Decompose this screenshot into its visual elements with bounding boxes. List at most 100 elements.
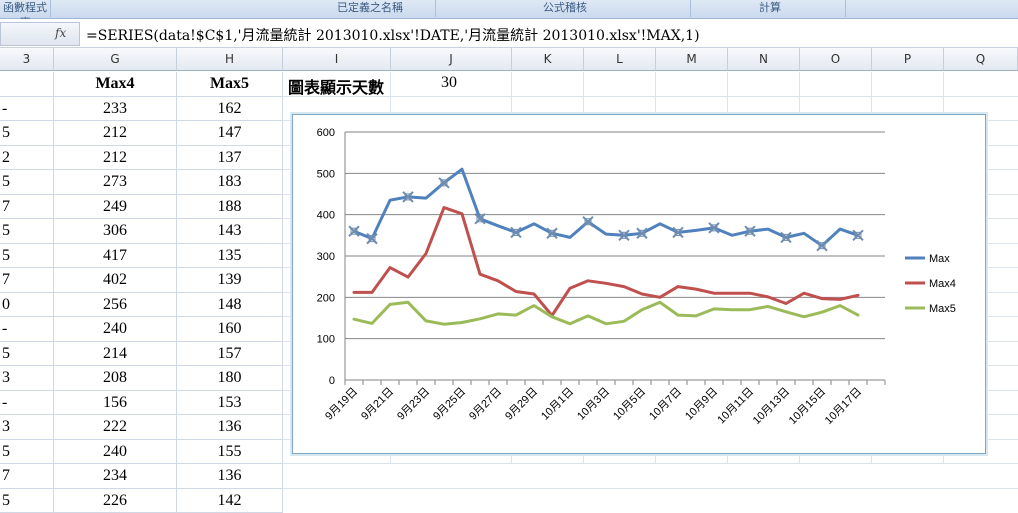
cell-f[interactable]: 7 <box>0 464 54 489</box>
cell-g[interactable]: 212 <box>54 146 177 171</box>
cell-h[interactable]: 183 <box>177 170 283 195</box>
cell-f[interactable]: 3 <box>0 415 54 440</box>
ribbon-group-formula-auditing[interactable]: 公式稽核 <box>440 0 691 17</box>
cell-g[interactable]: 256 <box>54 293 177 318</box>
cell-f[interactable]: 3 <box>0 366 54 391</box>
cell-h[interactable]: 157 <box>177 342 283 367</box>
cell-h[interactable]: 143 <box>177 219 283 244</box>
cell-f-header[interactable] <box>0 72 54 97</box>
cell-f[interactable]: 5 <box>0 440 54 465</box>
cell-h[interactable]: 148 <box>177 293 283 318</box>
cell-g[interactable]: 214 <box>54 342 177 367</box>
cell-f[interactable]: 5 <box>0 170 54 195</box>
cell-g[interactable]: 240 <box>54 317 177 342</box>
grid-row-line <box>283 96 1018 97</box>
x-tick-label: 9月29日 <box>503 386 540 423</box>
column-header-j[interactable]: J <box>391 48 512 71</box>
column-header-l[interactable]: L <box>584 48 656 71</box>
cell-g[interactable]: 156 <box>54 391 177 416</box>
column-header-h[interactable]: H <box>177 48 283 71</box>
formula-input[interactable]: =SERIES(data!$C$1,'月流量統計 2013010.xlsx'!D… <box>86 25 700 45</box>
cell-h[interactable]: 139 <box>177 268 283 293</box>
cell-g[interactable]: 234 <box>54 464 177 489</box>
legend-label-max: Max <box>929 253 950 265</box>
x-tick-label: 10月9日 <box>683 386 720 423</box>
chart-days-label[interactable]: 圖表顯示天數 <box>288 74 384 98</box>
cell-h[interactable]: 153 <box>177 391 283 416</box>
cell-f[interactable]: 5 <box>0 342 54 367</box>
insert-function-box[interactable]: fx <box>0 22 80 46</box>
legend-label-max5: Max5 <box>929 303 956 315</box>
cell-g[interactable]: 273 <box>54 170 177 195</box>
cell-g[interactable]: 402 <box>54 268 177 293</box>
ribbon-group-function-library[interactable]: 函數程式庫 <box>0 0 51 17</box>
x-tick-label: 10月5日 <box>611 386 648 423</box>
cell-f[interactable]: 5 <box>0 121 54 146</box>
cell-h[interactable]: 155 <box>177 440 283 465</box>
cell-g[interactable]: 306 <box>54 219 177 244</box>
cell-f[interactable]: 7 <box>0 268 54 293</box>
chart-plot: 01002003004005006009月19日9月21日9月23日9月25日9… <box>293 115 985 453</box>
grid-row-line <box>283 488 1018 489</box>
cell-g[interactable]: 240 <box>54 440 177 465</box>
column-header-o[interactable]: O <box>800 48 872 71</box>
legend-label-max4: Max4 <box>929 278 956 290</box>
chart-days-value[interactable]: 30 <box>441 74 457 92</box>
y-tick-label: 0 <box>329 375 335 387</box>
cell-f[interactable]: 5 <box>0 244 54 269</box>
column-header-q[interactable]: Q <box>944 48 1018 71</box>
cell-h[interactable]: 135 <box>177 244 283 269</box>
cell-f[interactable]: - <box>0 391 54 416</box>
cell-h[interactable]: 142 <box>177 489 283 513</box>
cell-g[interactable]: 226 <box>54 489 177 513</box>
cell-h[interactable]: 147 <box>177 121 283 146</box>
column-header-p[interactable]: P <box>872 48 944 71</box>
cell-g[interactable]: 212 <box>54 121 177 146</box>
cell-h[interactable]: 162 <box>177 97 283 122</box>
formula-bar: fx =SERIES(data!$C$1,'月流量統計 2013010.xlsx… <box>0 19 1018 48</box>
cell-g[interactable]: 249 <box>54 195 177 220</box>
cell-g[interactable]: 208 <box>54 366 177 391</box>
column-header-i[interactable]: I <box>283 48 391 71</box>
x-tick-label: 10月13日 <box>751 386 792 427</box>
cell-f[interactable]: 2 <box>0 146 54 171</box>
cell-f[interactable]: - <box>0 97 54 122</box>
ribbon-group-calculation[interactable]: 計算 <box>695 0 846 17</box>
cell-h[interactable]: 188 <box>177 195 283 220</box>
cell-g-header[interactable]: Max4 <box>54 72 177 97</box>
x-tick-label: 9月23日 <box>395 386 432 423</box>
cell-f[interactable]: - <box>0 317 54 342</box>
x-tick-label: 10月17日 <box>823 386 864 427</box>
cell-h-header[interactable]: Max5 <box>177 72 283 97</box>
cell-f[interactable]: 5 <box>0 489 54 513</box>
column-header-k[interactable]: K <box>512 48 584 71</box>
x-tick-label: 10月1日 <box>539 386 576 423</box>
cell-g[interactable]: 233 <box>54 97 177 122</box>
column-header-m[interactable]: M <box>656 48 728 71</box>
x-tick-label: 9月25日 <box>431 386 468 423</box>
cell-h[interactable]: 136 <box>177 464 283 489</box>
cell-h[interactable]: 137 <box>177 146 283 171</box>
cell-h[interactable]: 180 <box>177 366 283 391</box>
cell-h[interactable]: 136 <box>177 415 283 440</box>
y-tick-label: 100 <box>317 334 335 346</box>
cell-f[interactable]: 7 <box>0 195 54 220</box>
series-line-max5 <box>354 302 858 324</box>
x-tick-label: 10月11日 <box>715 386 756 427</box>
x-tick-label: 9月21日 <box>359 386 396 423</box>
y-tick-label: 200 <box>317 292 335 304</box>
column-header-g[interactable]: G <box>54 48 177 71</box>
y-tick-label: 600 <box>317 127 335 139</box>
fx-icon[interactable]: fx <box>55 26 66 40</box>
cell-h[interactable]: 160 <box>177 317 283 342</box>
ribbon-group-defined-names[interactable]: 已定義之名稱 <box>305 0 436 17</box>
column-header-n[interactable]: N <box>728 48 800 71</box>
cell-g[interactable]: 222 <box>54 415 177 440</box>
cell-f[interactable]: 5 <box>0 219 54 244</box>
y-tick-label: 400 <box>317 210 335 222</box>
column-header-f[interactable]: 3 <box>0 48 54 71</box>
cell-f[interactable]: 0 <box>0 293 54 318</box>
y-tick-label: 500 <box>317 168 335 180</box>
cell-g[interactable]: 417 <box>54 244 177 269</box>
